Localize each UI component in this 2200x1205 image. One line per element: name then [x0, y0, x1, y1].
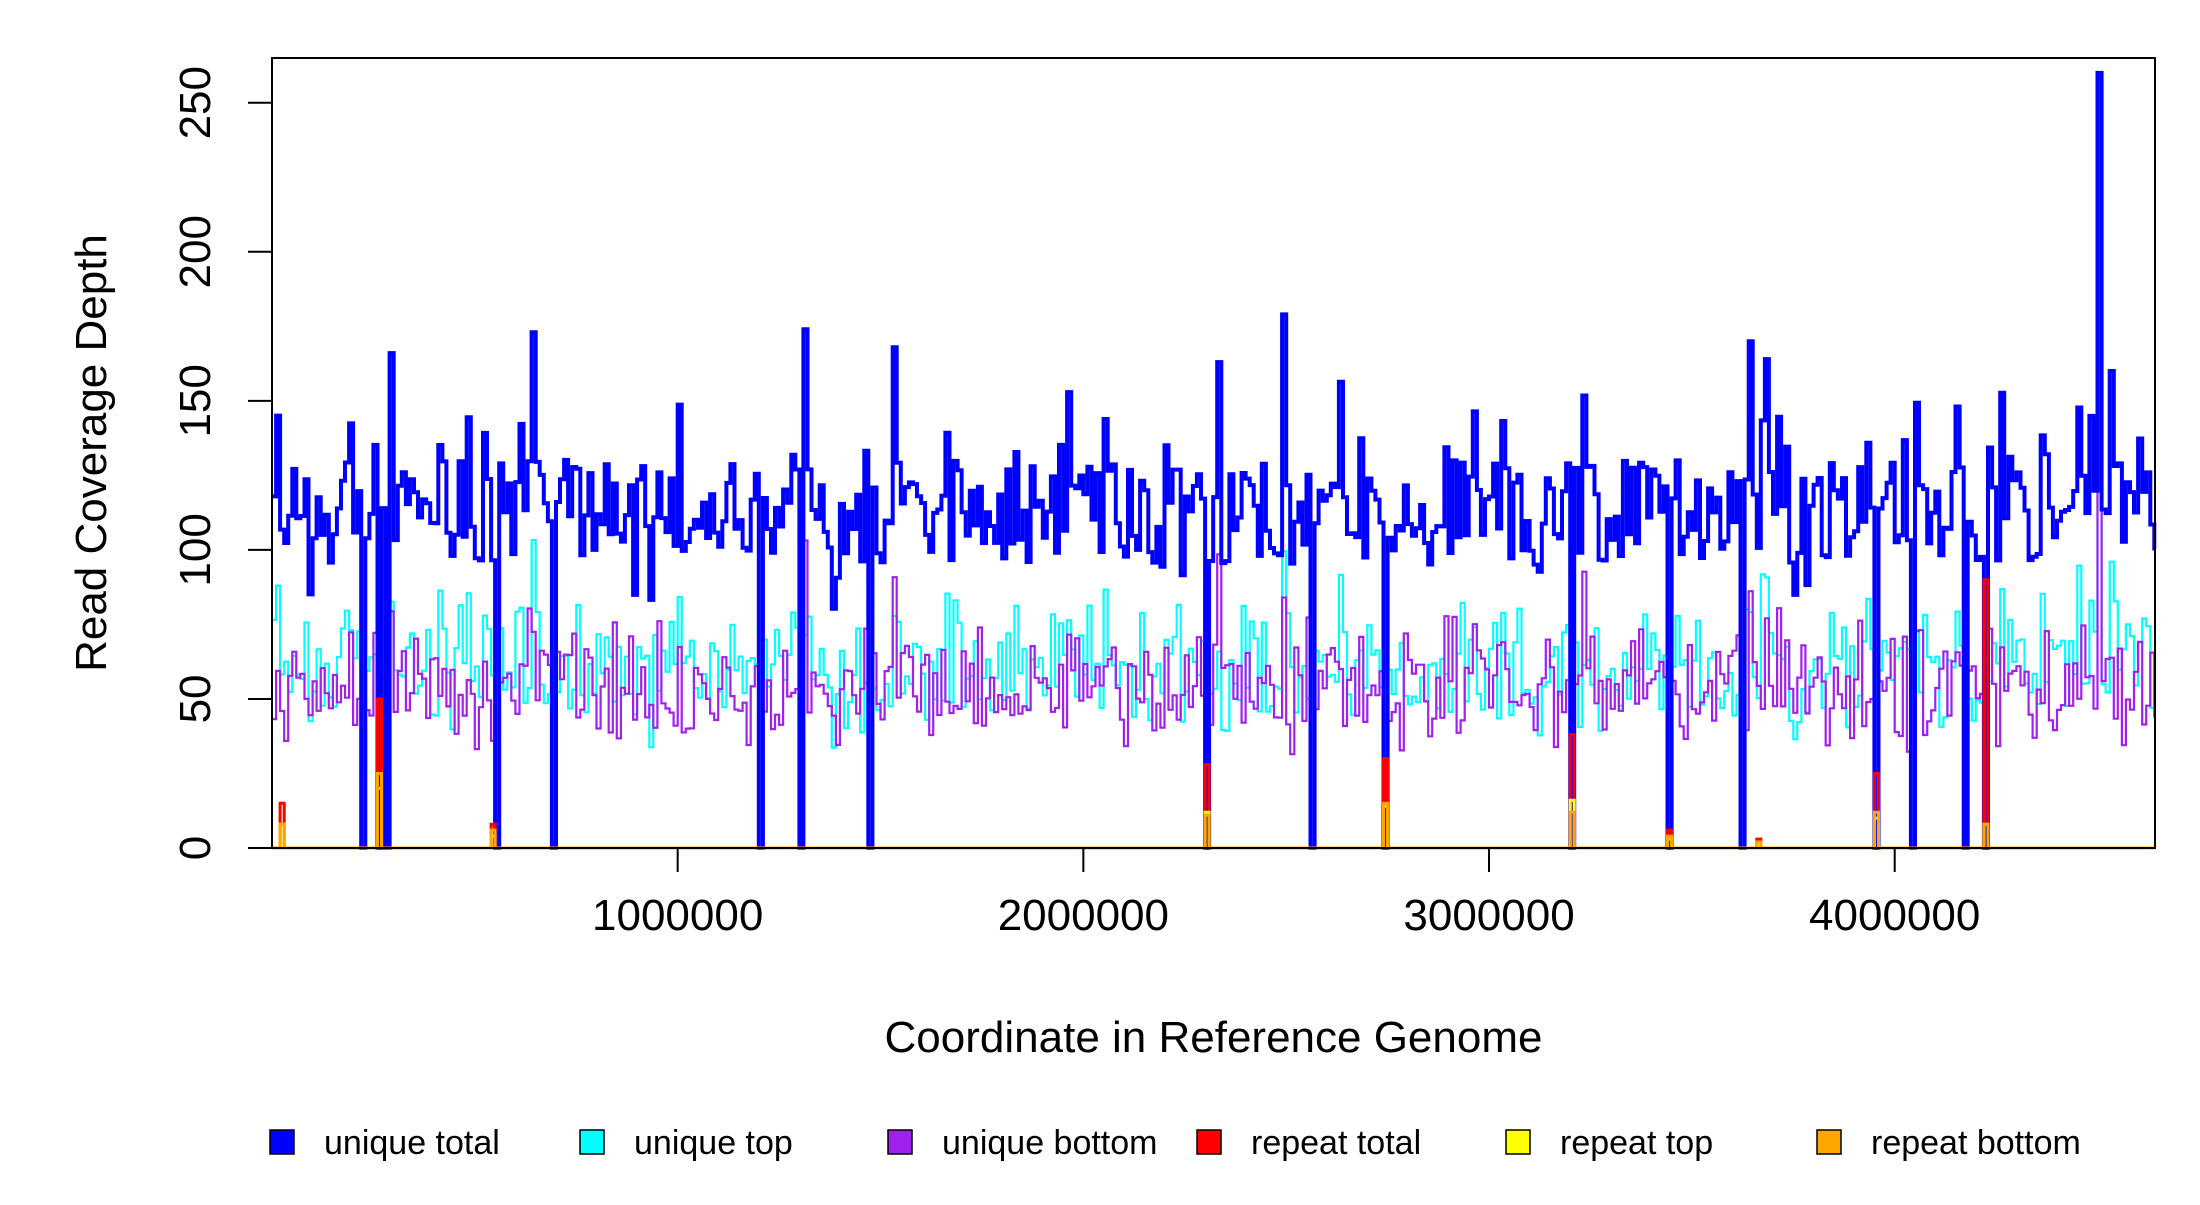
- y-tick-label: 250: [171, 66, 220, 139]
- legend-label-unique-total: unique total: [324, 1124, 500, 1162]
- legend: unique total unique top unique bottom repea…: [269, 1124, 2081, 1162]
- y-tick-label: 100: [171, 513, 220, 586]
- series-layer: [272, 70, 2157, 850]
- legend-label-repeat-top: repeat top: [1560, 1124, 1713, 1162]
- legend-label-unique-top: unique top: [634, 1124, 793, 1162]
- x-axis: 1000000 2000000 3000000 4000000: [592, 847, 1980, 940]
- legend-label-unique-bottom: unique bottom: [942, 1124, 1158, 1162]
- series-line-unique-bottom: [272, 484, 2156, 850]
- y-tick-label: 150: [171, 364, 220, 437]
- x-tick-label: 4000000: [1809, 891, 1980, 940]
- y-axis-title: Read Coverage Depth: [67, 234, 116, 672]
- series-line-unique-top: [272, 445, 2156, 850]
- y-axis: 0 50 100 150 200 250: [171, 66, 273, 860]
- legend-swatch-unique-total: [269, 1129, 295, 1155]
- x-tick-label: 3000000: [1403, 891, 1574, 940]
- x-tick-label: 2000000: [998, 891, 1169, 940]
- legend-swatch-repeat-top: [1505, 1129, 1531, 1155]
- y-tick-label: 0: [171, 836, 220, 860]
- legend-label-repeat-bottom: repeat bottom: [1871, 1124, 2081, 1162]
- y-tick-label: 200: [171, 215, 220, 288]
- x-axis-title: Coordinate in Reference Genome: [885, 1013, 1543, 1062]
- series-line-unique-total: [272, 70, 2157, 850]
- legend-swatch-repeat-total: [1196, 1129, 1222, 1155]
- legend-swatch-unique-top: [579, 1129, 605, 1155]
- legend-swatch-unique-bottom: [887, 1129, 913, 1155]
- y-tick-label: 50: [171, 674, 220, 723]
- legend-label-repeat-total: repeat total: [1251, 1124, 1421, 1162]
- x-tick-label: 1000000: [592, 891, 763, 940]
- legend-swatch-repeat-bottom: [1816, 1129, 1842, 1155]
